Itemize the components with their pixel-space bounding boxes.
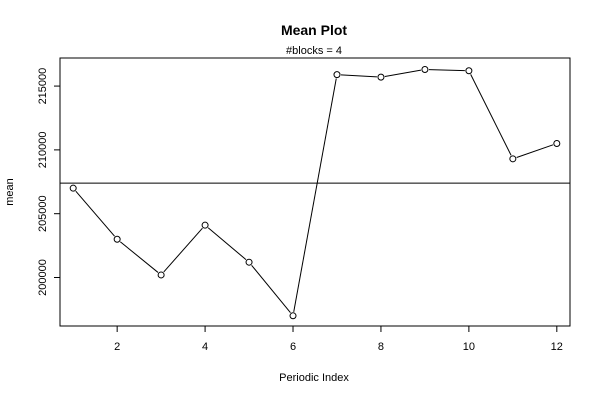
- data-point: [465, 67, 473, 75]
- x-axis: 2 4 6 8 10 12: [114, 326, 563, 353]
- series-segment: [75, 190, 115, 237]
- y-axis-label: mean: [4, 178, 16, 206]
- y-tick-label: 200000: [37, 259, 49, 296]
- x-tick-label: 12: [551, 341, 563, 353]
- x-tick-label: 2: [114, 341, 120, 353]
- x-axis-label: Periodic Index: [279, 372, 349, 384]
- y-axis: 200000 205000 210000 215000: [37, 68, 60, 296]
- x-tick-label: 4: [202, 341, 208, 353]
- data-point: [333, 71, 341, 79]
- series-segment: [470, 74, 512, 156]
- series-segment: [428, 69, 465, 72]
- series-layer: [69, 65, 561, 320]
- chart-subtitle: #blocks = 4: [286, 45, 342, 57]
- series-segment: [119, 241, 159, 273]
- data-point: [509, 155, 517, 163]
- data-point: [201, 221, 209, 229]
- data-point: [113, 235, 121, 243]
- series-segment: [384, 69, 422, 77]
- data-point: [289, 312, 297, 320]
- data-point: [157, 271, 165, 279]
- series-segment: [340, 74, 377, 78]
- y-tick-label: 215000: [37, 68, 49, 105]
- plot-frame: [59, 57, 571, 327]
- chart-title: Mean Plot: [281, 22, 347, 38]
- series-segment: [293, 78, 337, 312]
- y-tick-label: 210000: [37, 132, 49, 169]
- series-segment: [207, 227, 247, 260]
- data-point: [377, 73, 385, 81]
- data-point: [69, 184, 77, 192]
- x-tick-label: 8: [378, 341, 384, 353]
- series-segment: [251, 264, 291, 314]
- data-point: [245, 258, 253, 266]
- series-segment: [163, 227, 203, 273]
- data-point: [421, 65, 429, 73]
- x-tick-label: 10: [463, 341, 475, 353]
- x-tick-label: 6: [290, 341, 296, 353]
- series-segment: [516, 144, 554, 158]
- data-point: [553, 140, 561, 148]
- y-tick-label: 205000: [37, 195, 49, 232]
